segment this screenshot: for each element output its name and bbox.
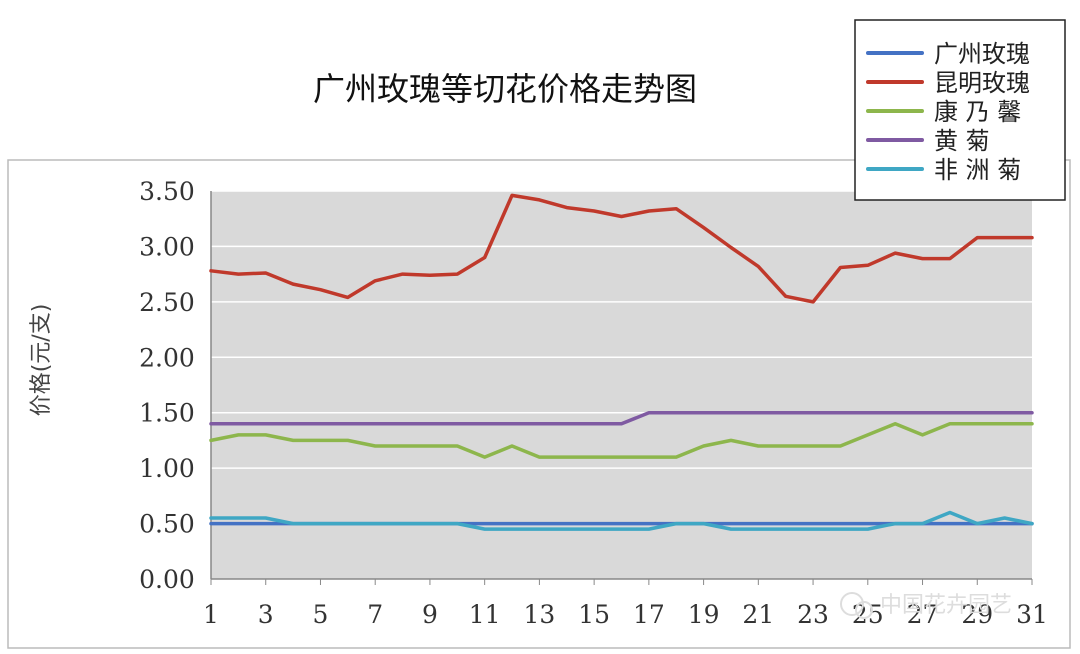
series-line-4 [209, 410, 1034, 426]
y-tick-label: 2.00 [139, 343, 195, 372]
x-tick-label: 19 [688, 600, 720, 629]
plot-area [211, 191, 1032, 579]
x-tick-label: 9 [422, 600, 438, 629]
series-line-2 [209, 193, 1034, 304]
x-tick-label: 13 [523, 600, 555, 629]
y-tick-label: 1.50 [139, 399, 195, 428]
x-tick-label: 5 [313, 600, 329, 629]
y-tick-label: 1.00 [139, 454, 195, 483]
x-tick-labels: 1 3 5 7 9 11 13 15 17 19 21 23 25 27 29 31 [203, 600, 1048, 629]
legend-label: 非 洲 菊 [934, 156, 1021, 184]
y-tick-label: 3.50 [139, 177, 195, 206]
x-tick-label: 3 [258, 600, 274, 629]
x-tick-label: 21 [742, 600, 774, 629]
x-tick-label: 1 [203, 600, 219, 629]
x-tick-label: 11 [469, 600, 501, 629]
y-tick-label: 2.50 [139, 288, 195, 317]
x-tick-label: 27 [907, 600, 939, 629]
wechat-icon [840, 592, 864, 616]
x-tick-label: 29 [961, 600, 993, 629]
x-tick-label: 17 [633, 600, 665, 629]
series-line-5 [209, 510, 1034, 531]
watermark-text: 中国花卉园艺 [880, 593, 1012, 618]
y-tick-label: 0.00 [139, 565, 195, 594]
x-tick-label: 7 [367, 600, 383, 629]
y-tick-labels: 0.00 0.50 1.00 1.50 2.00 2.50 3.00 3.50 [139, 177, 195, 594]
y-axis-label: 价格(元/支) [29, 304, 54, 417]
legend-label: 康 乃 馨 [934, 98, 1021, 126]
y-tick-label: 0.50 [139, 510, 195, 539]
watermark: 中国花卉园艺 [840, 592, 1012, 619]
series-lines [209, 193, 1034, 531]
legend-label: 黄 菊 [934, 127, 990, 155]
x-tick-label: 31 [1016, 600, 1048, 629]
y-tick-label: 3.00 [139, 232, 195, 261]
legend-label: 昆明玫瑰 [934, 69, 1030, 97]
x-tick-label: 15 [578, 600, 610, 629]
series-line-3 [209, 422, 1034, 459]
x-tick-label: 23 [797, 600, 829, 629]
legend-label: 广州玫瑰 [934, 40, 1030, 68]
axes [210, 191, 1033, 585]
wechat-icon-inner [855, 601, 873, 619]
chart-title: 广州玫瑰等切花价格走势图 [313, 70, 697, 108]
